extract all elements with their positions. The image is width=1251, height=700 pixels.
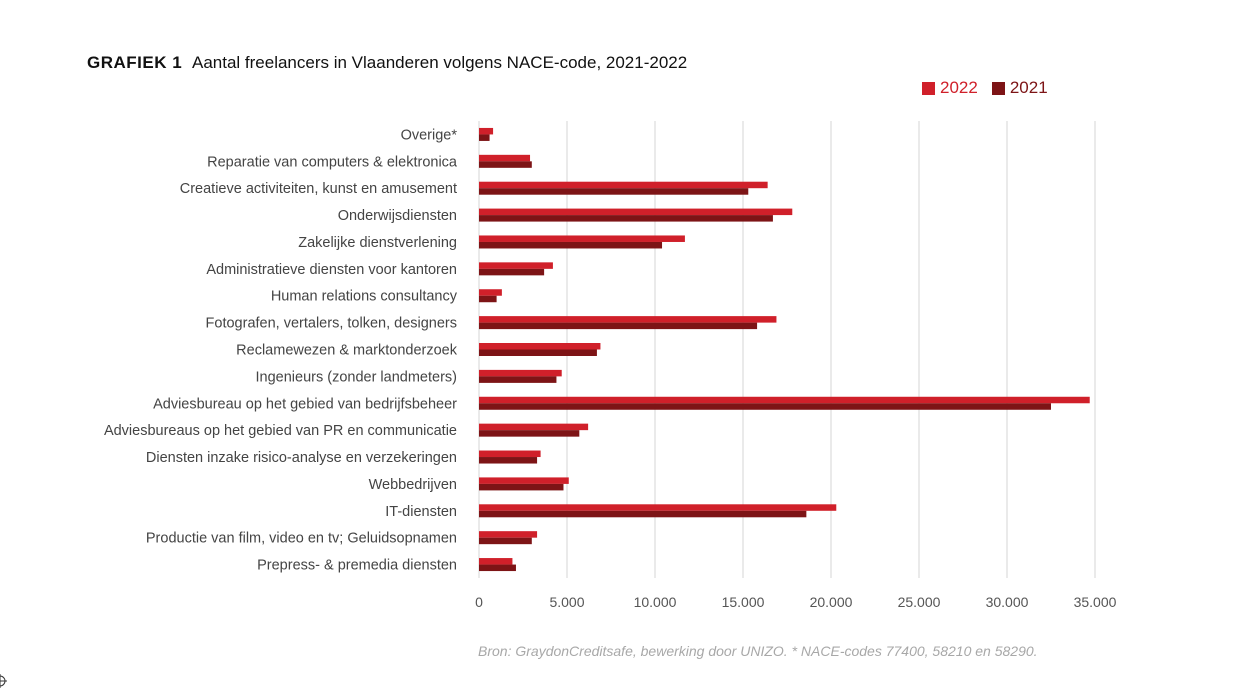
x-tick-label: 30.000 <box>986 594 1029 610</box>
category-label: Administratieve diensten voor kantoren <box>206 262 457 278</box>
category-label: IT-diensten <box>385 504 457 520</box>
bar-2021 <box>479 349 597 356</box>
category-label: Adviesbureaus op het gebied van PR en co… <box>104 423 457 439</box>
bar-2021 <box>479 537 532 545</box>
category-label: Zakelijke dienstverlening <box>298 235 457 251</box>
bar-2021 <box>479 241 663 249</box>
bar-2022 <box>479 558 513 565</box>
bar-2021 <box>479 564 516 572</box>
category-label: Human relations consultancy <box>271 289 458 305</box>
category-label: Overige* <box>401 127 458 143</box>
chart-title: GRAFIEK 1 Aantal freelancers in Vlaander… <box>87 53 687 73</box>
legend: 2022 2021 <box>922 79 1048 97</box>
bar-2022 <box>479 262 553 269</box>
x-tick-label: 20.000 <box>810 594 853 610</box>
legend-label-2022: 2022 <box>940 78 978 97</box>
legend-swatch-2021 <box>991 81 1005 95</box>
legend-item-2022: 2022 <box>922 79 978 97</box>
bar-2021 <box>479 322 758 330</box>
source-note: Bron: GraydonCreditsafe, bewerking door … <box>478 643 1038 659</box>
bar-2021 <box>479 161 532 168</box>
x-tick-label: 15.000 <box>722 594 765 610</box>
category-label: Fotografen, vertalers, tolken, designers <box>206 316 457 332</box>
category-label: Ingenieurs (zonder landmeters) <box>256 369 458 385</box>
bar-2022 <box>479 316 777 323</box>
bar-2022 <box>479 289 502 296</box>
bar-2022 <box>479 154 531 162</box>
legend-label-2021: 2021 <box>1009 78 1048 97</box>
bar-2022 <box>479 127 494 135</box>
x-tick-label: 5.000 <box>549 594 584 610</box>
category-label: Productie van film, video en tv; Geluids… <box>146 531 457 547</box>
x-tick-label: 35.000 <box>1074 594 1117 610</box>
bar-2021 <box>479 510 807 518</box>
crosshair-icon <box>0 674 7 688</box>
category-label: Reparatie van computers & elektronica <box>207 154 458 170</box>
category-label: Adviesbureau op het gebied van bedrijfsb… <box>153 396 457 412</box>
chart-title-label: GRAFIEK 1 <box>87 53 183 72</box>
bar-2022 <box>479 343 601 350</box>
x-tick-label: 0 <box>475 594 483 610</box>
bar-2022 <box>479 208 793 216</box>
bar-2022 <box>479 450 541 458</box>
bar-2021 <box>479 430 580 437</box>
category-label: Diensten inzake risico-analyse en verzek… <box>146 450 457 466</box>
bar-2021 <box>479 188 749 195</box>
bar-2022 <box>479 504 837 511</box>
x-tick-label: 10.000 <box>634 594 677 610</box>
category-label: Reclamewezen & marktonderzoek <box>236 343 458 359</box>
legend-item-2021: 2021 <box>991 78 1048 97</box>
bar-2021 <box>479 483 564 491</box>
bar-2022 <box>479 181 768 189</box>
bar-2021 <box>479 376 557 383</box>
bar-2021 <box>479 134 490 141</box>
chart-title-text: Aantal freelancers in Vlaanderen volgens… <box>191 53 688 72</box>
category-label: Creatieve activiteiten, kunst en amuseme… <box>180 181 457 197</box>
bar-2022 <box>479 396 1090 404</box>
bar-2021 <box>479 403 1051 410</box>
x-tick-label: 25.000 <box>898 594 941 610</box>
bar-2021 <box>479 295 497 303</box>
legend-swatch-2022 <box>922 81 935 95</box>
category-label: Onderwijsdiensten <box>338 208 457 224</box>
bar-2021 <box>479 215 773 222</box>
category-label: Prepress- & premedia diensten <box>257 558 457 574</box>
bar-2022 <box>479 369 562 377</box>
bar-2022 <box>479 477 569 484</box>
category-label: Webbedrijven <box>369 477 457 493</box>
bar-2022 <box>479 235 685 242</box>
bar-2021 <box>479 268 545 276</box>
bar-2022 <box>479 423 589 431</box>
bar-2022 <box>479 531 538 538</box>
bar-2021 <box>479 457 538 464</box>
